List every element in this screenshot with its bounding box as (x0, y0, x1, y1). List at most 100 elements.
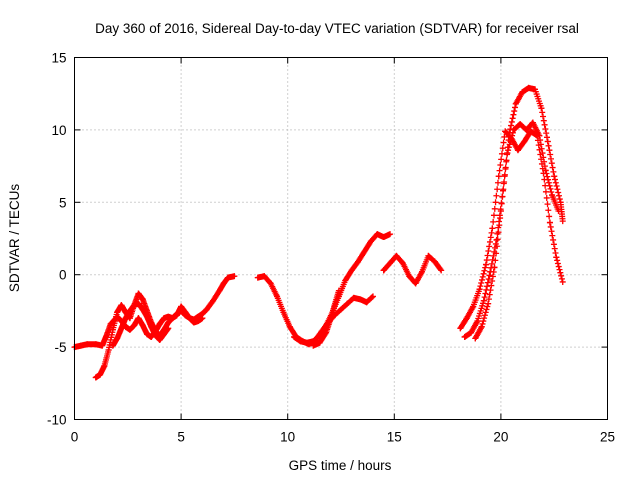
data-point (517, 121, 524, 128)
data-point (527, 128, 534, 135)
data-point (165, 325, 172, 332)
data-trace (71, 273, 237, 351)
y-tick-label: 5 (59, 195, 67, 210)
data-point (380, 267, 387, 274)
data-point (173, 312, 180, 319)
data-point (139, 322, 146, 329)
data-point (542, 167, 549, 174)
data-point (131, 322, 138, 329)
data-point (482, 261, 489, 268)
data-point (97, 371, 104, 378)
data-point (523, 126, 530, 133)
data-point (532, 86, 539, 93)
data-point (161, 331, 168, 338)
data-point (489, 225, 496, 232)
data-point (538, 105, 545, 112)
x-tick-label: 10 (280, 430, 295, 445)
data-point (148, 333, 155, 340)
data-point (374, 231, 381, 238)
data-point (143, 313, 150, 320)
y-tick-label: -10 (47, 413, 67, 428)
data-point (231, 273, 238, 280)
data-point (525, 84, 532, 91)
data-point (254, 274, 261, 281)
data-point (463, 315, 470, 322)
data-point (118, 302, 125, 309)
data-point (431, 258, 438, 265)
data-point (114, 309, 121, 316)
data-point (512, 100, 519, 107)
data-series-arc-1a (71, 273, 238, 351)
data-point (514, 147, 521, 154)
data-point (178, 303, 185, 310)
data-point (109, 342, 116, 349)
data-point (461, 333, 468, 340)
data-point (510, 126, 517, 133)
data-point (92, 341, 99, 348)
data-point (367, 238, 374, 245)
data-point (495, 173, 502, 180)
data-point (310, 342, 317, 349)
data-point (425, 252, 432, 259)
data-point (344, 300, 351, 307)
data-point (135, 290, 142, 297)
chart-title: Day 360 of 2016, Sidereal Day-to-day VTE… (95, 21, 579, 36)
y-tick-label: 15 (51, 51, 66, 66)
data-point (470, 303, 477, 310)
data-series-arc-3c (472, 119, 562, 342)
data-point (348, 267, 355, 274)
data-point (557, 199, 564, 206)
data-point (161, 315, 168, 322)
data-point (357, 296, 364, 303)
data-point (406, 273, 413, 280)
data-point (544, 138, 551, 145)
data-point (549, 192, 556, 199)
x-tick-label: 15 (387, 430, 402, 445)
data-point (491, 264, 498, 271)
data-series-arc-2d (380, 252, 445, 287)
data-point (165, 319, 172, 326)
data-point (261, 273, 268, 280)
data-point (474, 318, 481, 325)
data-point (199, 315, 206, 322)
data-point (399, 260, 406, 267)
data-point (393, 252, 400, 259)
data-point (135, 300, 142, 307)
data-point (210, 297, 217, 304)
data-point (438, 267, 445, 274)
data-point (457, 325, 464, 332)
data-point (472, 335, 479, 342)
x-tick-label: 5 (177, 430, 185, 445)
data-point (502, 128, 509, 135)
data-point (139, 296, 146, 303)
data-point (195, 318, 202, 325)
grid-layer (74, 57, 608, 420)
data-point (521, 138, 528, 145)
data-point (350, 294, 357, 301)
data-point (369, 293, 376, 300)
plot-frame (74, 57, 608, 420)
data-point (529, 119, 536, 126)
data-point (114, 335, 121, 342)
data-point (190, 319, 197, 326)
data-trace (291, 231, 393, 346)
data-trace (380, 252, 444, 287)
data-point (77, 342, 84, 349)
data-point (203, 306, 210, 313)
data-point (342, 277, 349, 284)
data-trace (254, 273, 376, 348)
data-point (335, 287, 342, 294)
x-axis-label: GPS time / hours (289, 458, 392, 473)
data-point (355, 258, 362, 265)
data-point (361, 248, 368, 255)
tick-layer: 0 5 10 15 20 25 -10 -5 0 5 10 15 (47, 51, 615, 445)
data-point (92, 374, 99, 381)
data-point (387, 231, 394, 238)
data-point (504, 150, 511, 157)
data-point (559, 218, 566, 225)
y-tick-label: 10 (51, 123, 66, 138)
data-point (497, 207, 504, 214)
data-point (280, 309, 287, 316)
data-point (546, 219, 553, 226)
